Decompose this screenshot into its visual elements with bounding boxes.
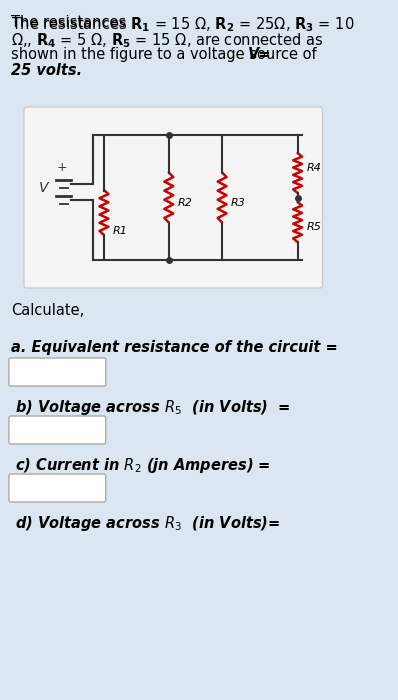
Text: +: +	[57, 161, 68, 174]
Text: The resistances $\mathbf{R_1}$ = 15 $\Omega$, $\mathbf{R_2}$ = 25$\Omega$, $\mat: The resistances $\mathbf{R_1}$ = 15 $\Om…	[11, 15, 354, 34]
Text: 25 volts.: 25 volts.	[11, 63, 82, 78]
Text: V: V	[39, 181, 49, 195]
Text: d) Voltage across $R_3$  (in Volts)=: d) Voltage across $R_3$ (in Volts)=	[15, 514, 280, 533]
Text: $\Omega$,, $\mathbf{R_4}$ = 5 $\Omega$, $\mathbf{R_5}$ = 15 $\Omega$, are connec: $\Omega$,, $\mathbf{R_4}$ = 5 $\Omega$, …	[11, 31, 323, 50]
Text: shown in the figure to a voltage source of: shown in the figure to a voltage source …	[11, 47, 321, 62]
Text: R2: R2	[178, 197, 193, 207]
Text: c) Current in $R_2$ (jn Amperes) =: c) Current in $R_2$ (jn Amperes) =	[15, 456, 271, 475]
FancyBboxPatch shape	[9, 416, 106, 444]
Text: R4: R4	[306, 163, 321, 173]
FancyBboxPatch shape	[9, 358, 106, 386]
FancyBboxPatch shape	[24, 107, 322, 288]
Text: The resistances: The resistances	[11, 15, 131, 30]
Text: Calculate,: Calculate,	[11, 303, 84, 318]
Text: R5: R5	[306, 222, 321, 232]
FancyBboxPatch shape	[9, 474, 106, 502]
Text: R1: R1	[113, 225, 128, 235]
Text: V=: V=	[248, 47, 271, 62]
Text: b) Voltage across $R_5$  (in Volts)  =: b) Voltage across $R_5$ (in Volts) =	[15, 398, 291, 417]
Text: R3: R3	[231, 197, 246, 207]
Text: a. Equivalent resistance of the circuit =: a. Equivalent resistance of the circuit …	[11, 340, 338, 355]
